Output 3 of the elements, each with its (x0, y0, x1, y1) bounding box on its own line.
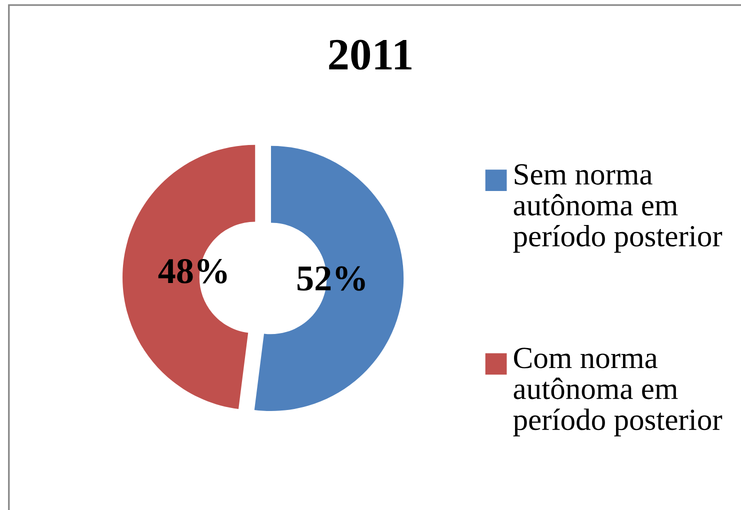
legend-label: Com norma autônoma em período posterior (513, 348, 722, 436)
chart-title: 2011 (329, 40, 412, 70)
legend-label: Sem norma autônoma em período posterior (513, 164, 722, 253)
